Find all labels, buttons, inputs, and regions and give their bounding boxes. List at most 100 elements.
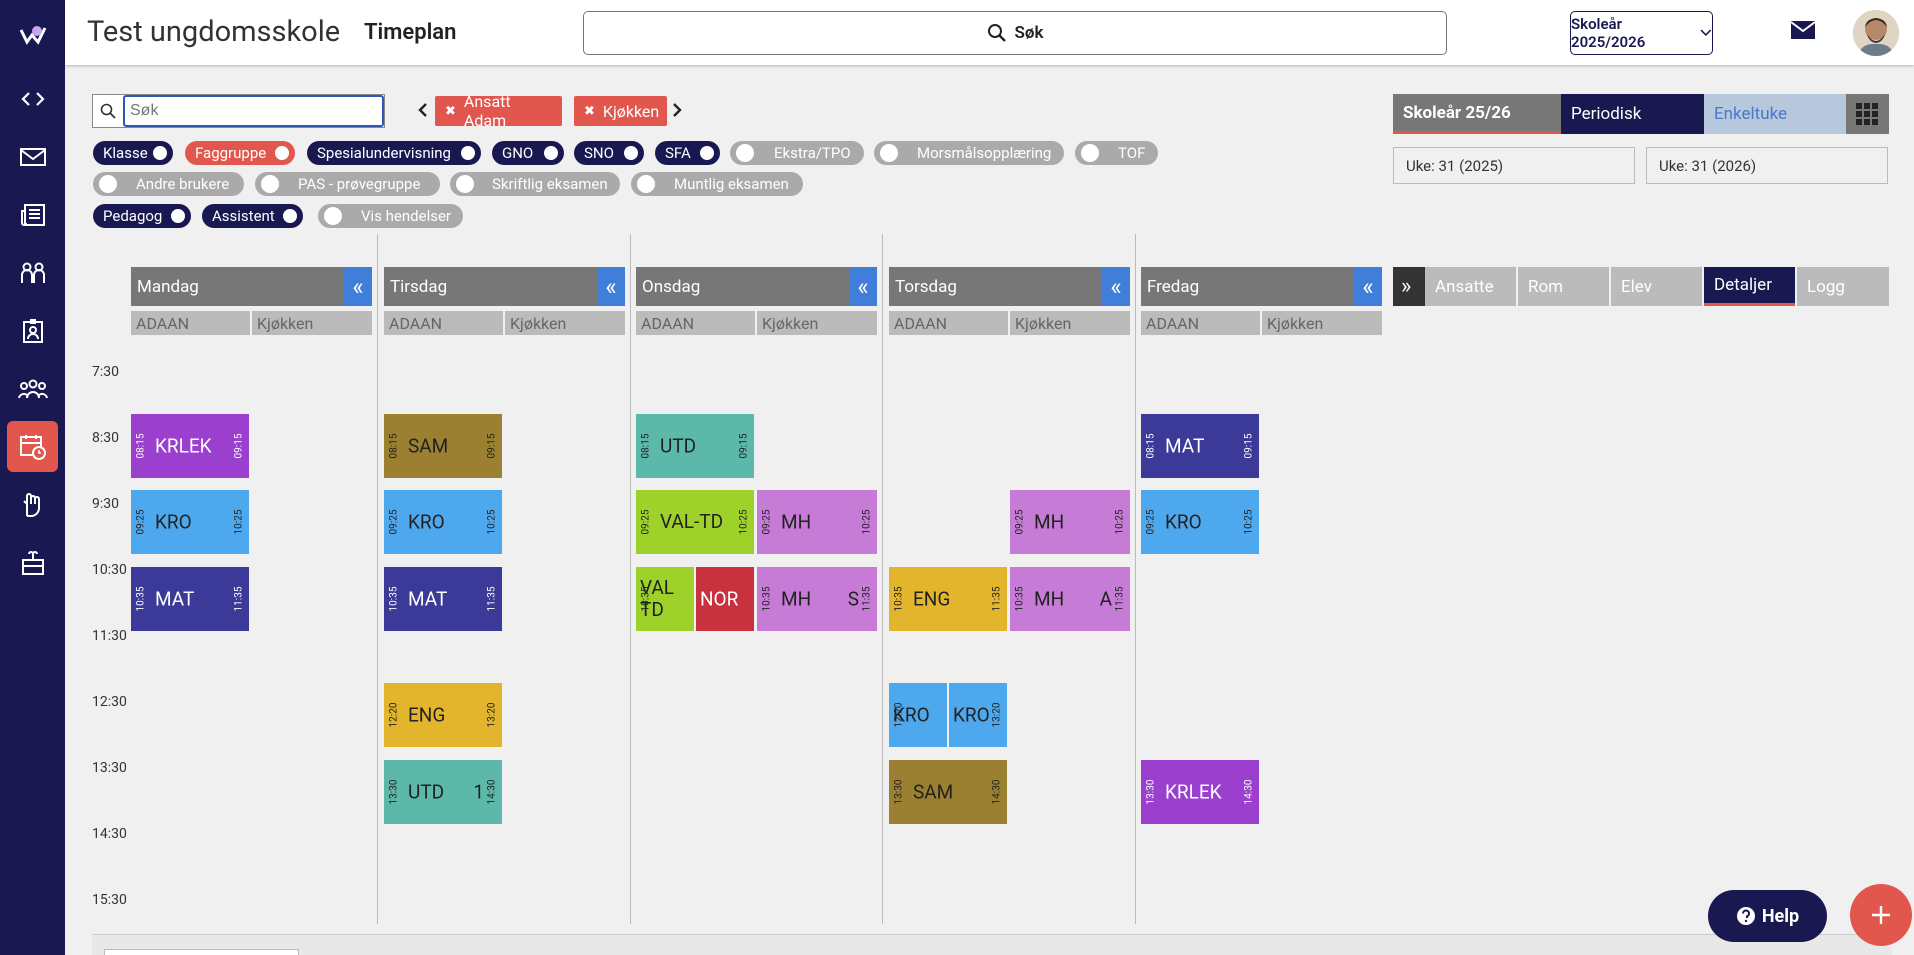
event-block[interactable]: KRO 09:25 10:25 — [384, 490, 502, 554]
event-block[interactable]: MAT 10:35 11:35 — [131, 567, 249, 631]
schedule-icon[interactable] — [7, 421, 58, 472]
event-block[interactable]: VAL-TD 09:25 10:25 — [636, 490, 754, 554]
next-arrow-icon[interactable] — [672, 99, 682, 123]
logo-icon[interactable] — [7, 9, 58, 60]
column-header: ADAAN — [131, 311, 250, 335]
remove-icon[interactable]: ✖ — [584, 103, 595, 119]
panel-tab-rom[interactable]: Rom — [1518, 267, 1609, 306]
toggle-knob — [273, 144, 291, 162]
toggle-sno[interactable]: SNO — [574, 141, 644, 165]
year-select[interactable]: Skoleår 2025/2026 — [1570, 11, 1713, 55]
toggle-muntlig-eksamen[interactable]: Muntlig eksamen — [631, 172, 803, 196]
event-end-time: 09:15 — [233, 433, 245, 459]
event-block[interactable]: MH 09:25 10:25 — [1010, 490, 1130, 554]
event-block[interactable]: KRO 13:20 — [949, 683, 1007, 747]
event-block[interactable]: MAT 10:35 11:35 — [384, 567, 502, 631]
mail-icon[interactable] — [7, 131, 58, 182]
tab-label: Ansatte — [1435, 276, 1494, 297]
toggle-knob — [459, 144, 477, 162]
toggle-andre-brukere[interactable]: Andre brukere — [93, 172, 244, 196]
avatar[interactable] — [1853, 10, 1899, 56]
gift-icon[interactable] — [7, 537, 58, 588]
event-end-time: 10:25 — [861, 509, 873, 535]
toggle-sfa[interactable]: SFA — [655, 141, 720, 165]
mail-icon[interactable] — [1790, 20, 1816, 44]
toggle-gno[interactable]: GNO — [492, 141, 564, 165]
collapse-day-button[interactable]: « — [849, 267, 877, 306]
event-block[interactable]: UTD 13:30 14:30 1 — [384, 760, 502, 824]
view-tab-periodic[interactable]: Periodisk — [1561, 94, 1704, 134]
remove-icon[interactable]: ✖ — [445, 103, 456, 119]
toggle-klasse[interactable]: Klasse — [93, 141, 173, 165]
people-icon[interactable] — [7, 247, 58, 298]
event-block[interactable]: MAT 08:15 09:15 — [1141, 414, 1259, 478]
schedule-search-input[interactable] — [123, 95, 384, 127]
event-block[interactable]: MH 09:25 10:25 — [757, 490, 877, 554]
view-tab-singleweek[interactable]: Enkeltuke — [1704, 94, 1846, 134]
event-block[interactable]: KRLEK 08:15 09:15 — [131, 414, 249, 478]
view-tab-schoolyear[interactable]: Skoleår 25/26 — [1393, 94, 1561, 134]
school-name: Test ungdomsskole — [87, 15, 341, 49]
toggle-ekstra-tpo[interactable]: Ekstra/TPO — [730, 141, 864, 165]
toggle-knob — [261, 175, 279, 193]
event-end-time: 11:35 — [991, 586, 1003, 612]
filter-tag-employee[interactable]: ✖ Ansatt Adam — [435, 92, 562, 130]
event-block[interactable]: SAM 13:30 14:30 — [889, 760, 1007, 824]
collapse-day-button[interactable]: « — [597, 267, 625, 306]
filter-tag-room[interactable]: ✖ Kjøkken — [574, 96, 667, 126]
toggle-vis-hendelser[interactable]: Vis hendelser — [318, 204, 463, 228]
event-start-time: 10:35 — [1014, 586, 1026, 612]
toggle-pas[interactable]: PAS - prøvegruppe — [255, 172, 440, 196]
event-start-time: 09:25 — [388, 509, 400, 535]
event-block[interactable]: KRO 12:20 — [889, 683, 947, 747]
toggle-spesialundervisning[interactable]: Spesialundervisning — [307, 141, 481, 165]
collapse-day-button[interactable]: « — [344, 267, 372, 306]
toggle-knob — [169, 207, 187, 225]
toggle-assistent[interactable]: Assistent — [202, 204, 303, 228]
newspaper-icon[interactable] — [7, 189, 58, 240]
search-icon — [987, 24, 1006, 42]
column-header: Kjøkken — [252, 311, 372, 335]
panel-tab-elev[interactable]: Elev — [1611, 267, 1702, 306]
group-icon[interactable] — [7, 363, 58, 414]
event-block[interactable]: ENG 10:35 11:35 — [889, 567, 1007, 631]
badge-icon[interactable] — [7, 305, 58, 356]
toggle-pedagog[interactable]: Pedagog — [93, 204, 191, 228]
help-button[interactable]: Help — [1708, 890, 1827, 942]
panel-tab-logg[interactable]: Logg — [1797, 267, 1889, 306]
toggle-skriftlig-eksamen[interactable]: Skriftlig eksamen — [450, 172, 620, 196]
code-icon[interactable] — [7, 73, 58, 124]
week-from-field[interactable]: Uke: 31 (2025) — [1393, 147, 1635, 184]
panel-tab-detaljer[interactable]: Detaljer — [1704, 267, 1795, 306]
bottom-field[interactable] — [104, 949, 299, 955]
collapse-day-button[interactable]: « — [1354, 267, 1382, 306]
toggle-tof[interactable]: TOF — [1075, 141, 1158, 165]
expand-panel-button[interactable]: » — [1393, 267, 1425, 306]
event-name: MH — [781, 510, 812, 534]
event-name: MAT — [408, 587, 448, 611]
grid-view-button[interactable] — [1846, 94, 1889, 134]
top-bar: Test ungdomsskole Timeplan Søk Skoleår 2… — [65, 0, 1914, 65]
event-block[interactable]: UTD 08:15 09:15 — [636, 414, 754, 478]
event-block[interactable]: ENG 12:20 13:20 — [384, 683, 502, 747]
toggle-morsmal[interactable]: Morsmålsopplæring — [874, 141, 1064, 165]
week-to-field[interactable]: Uke: 31 (2026) — [1646, 147, 1888, 184]
prev-arrow-icon[interactable] — [418, 99, 428, 123]
event-block[interactable]: KRO 09:25 10:25 — [131, 490, 249, 554]
add-button[interactable] — [1850, 884, 1912, 946]
event-extra: A — [1099, 587, 1112, 611]
collapse-day-button[interactable]: « — [1102, 267, 1130, 306]
event-block[interactable]: MH 10:35 11:35 S — [757, 567, 877, 631]
event-block[interactable]: KRLEK 13:30 14:30 — [1141, 760, 1259, 824]
event-block[interactable]: VAL TD 10:35 — [636, 567, 694, 631]
event-block[interactable]: SAM 08:15 09:15 — [384, 414, 502, 478]
hand-icon[interactable] — [7, 479, 58, 530]
event-name: MH — [1034, 510, 1065, 534]
toggle-faggruppe[interactable]: Faggruppe — [185, 141, 295, 165]
global-search[interactable]: Søk — [583, 11, 1447, 55]
day-name: Tirsdag — [390, 276, 448, 297]
event-block[interactable]: NOR — [696, 567, 754, 631]
event-block[interactable]: MH 10:35 11:35 A — [1010, 567, 1130, 631]
event-block[interactable]: KRO 09:25 10:25 — [1141, 490, 1259, 554]
panel-tab-ansatte[interactable]: Ansatte — [1425, 267, 1516, 306]
